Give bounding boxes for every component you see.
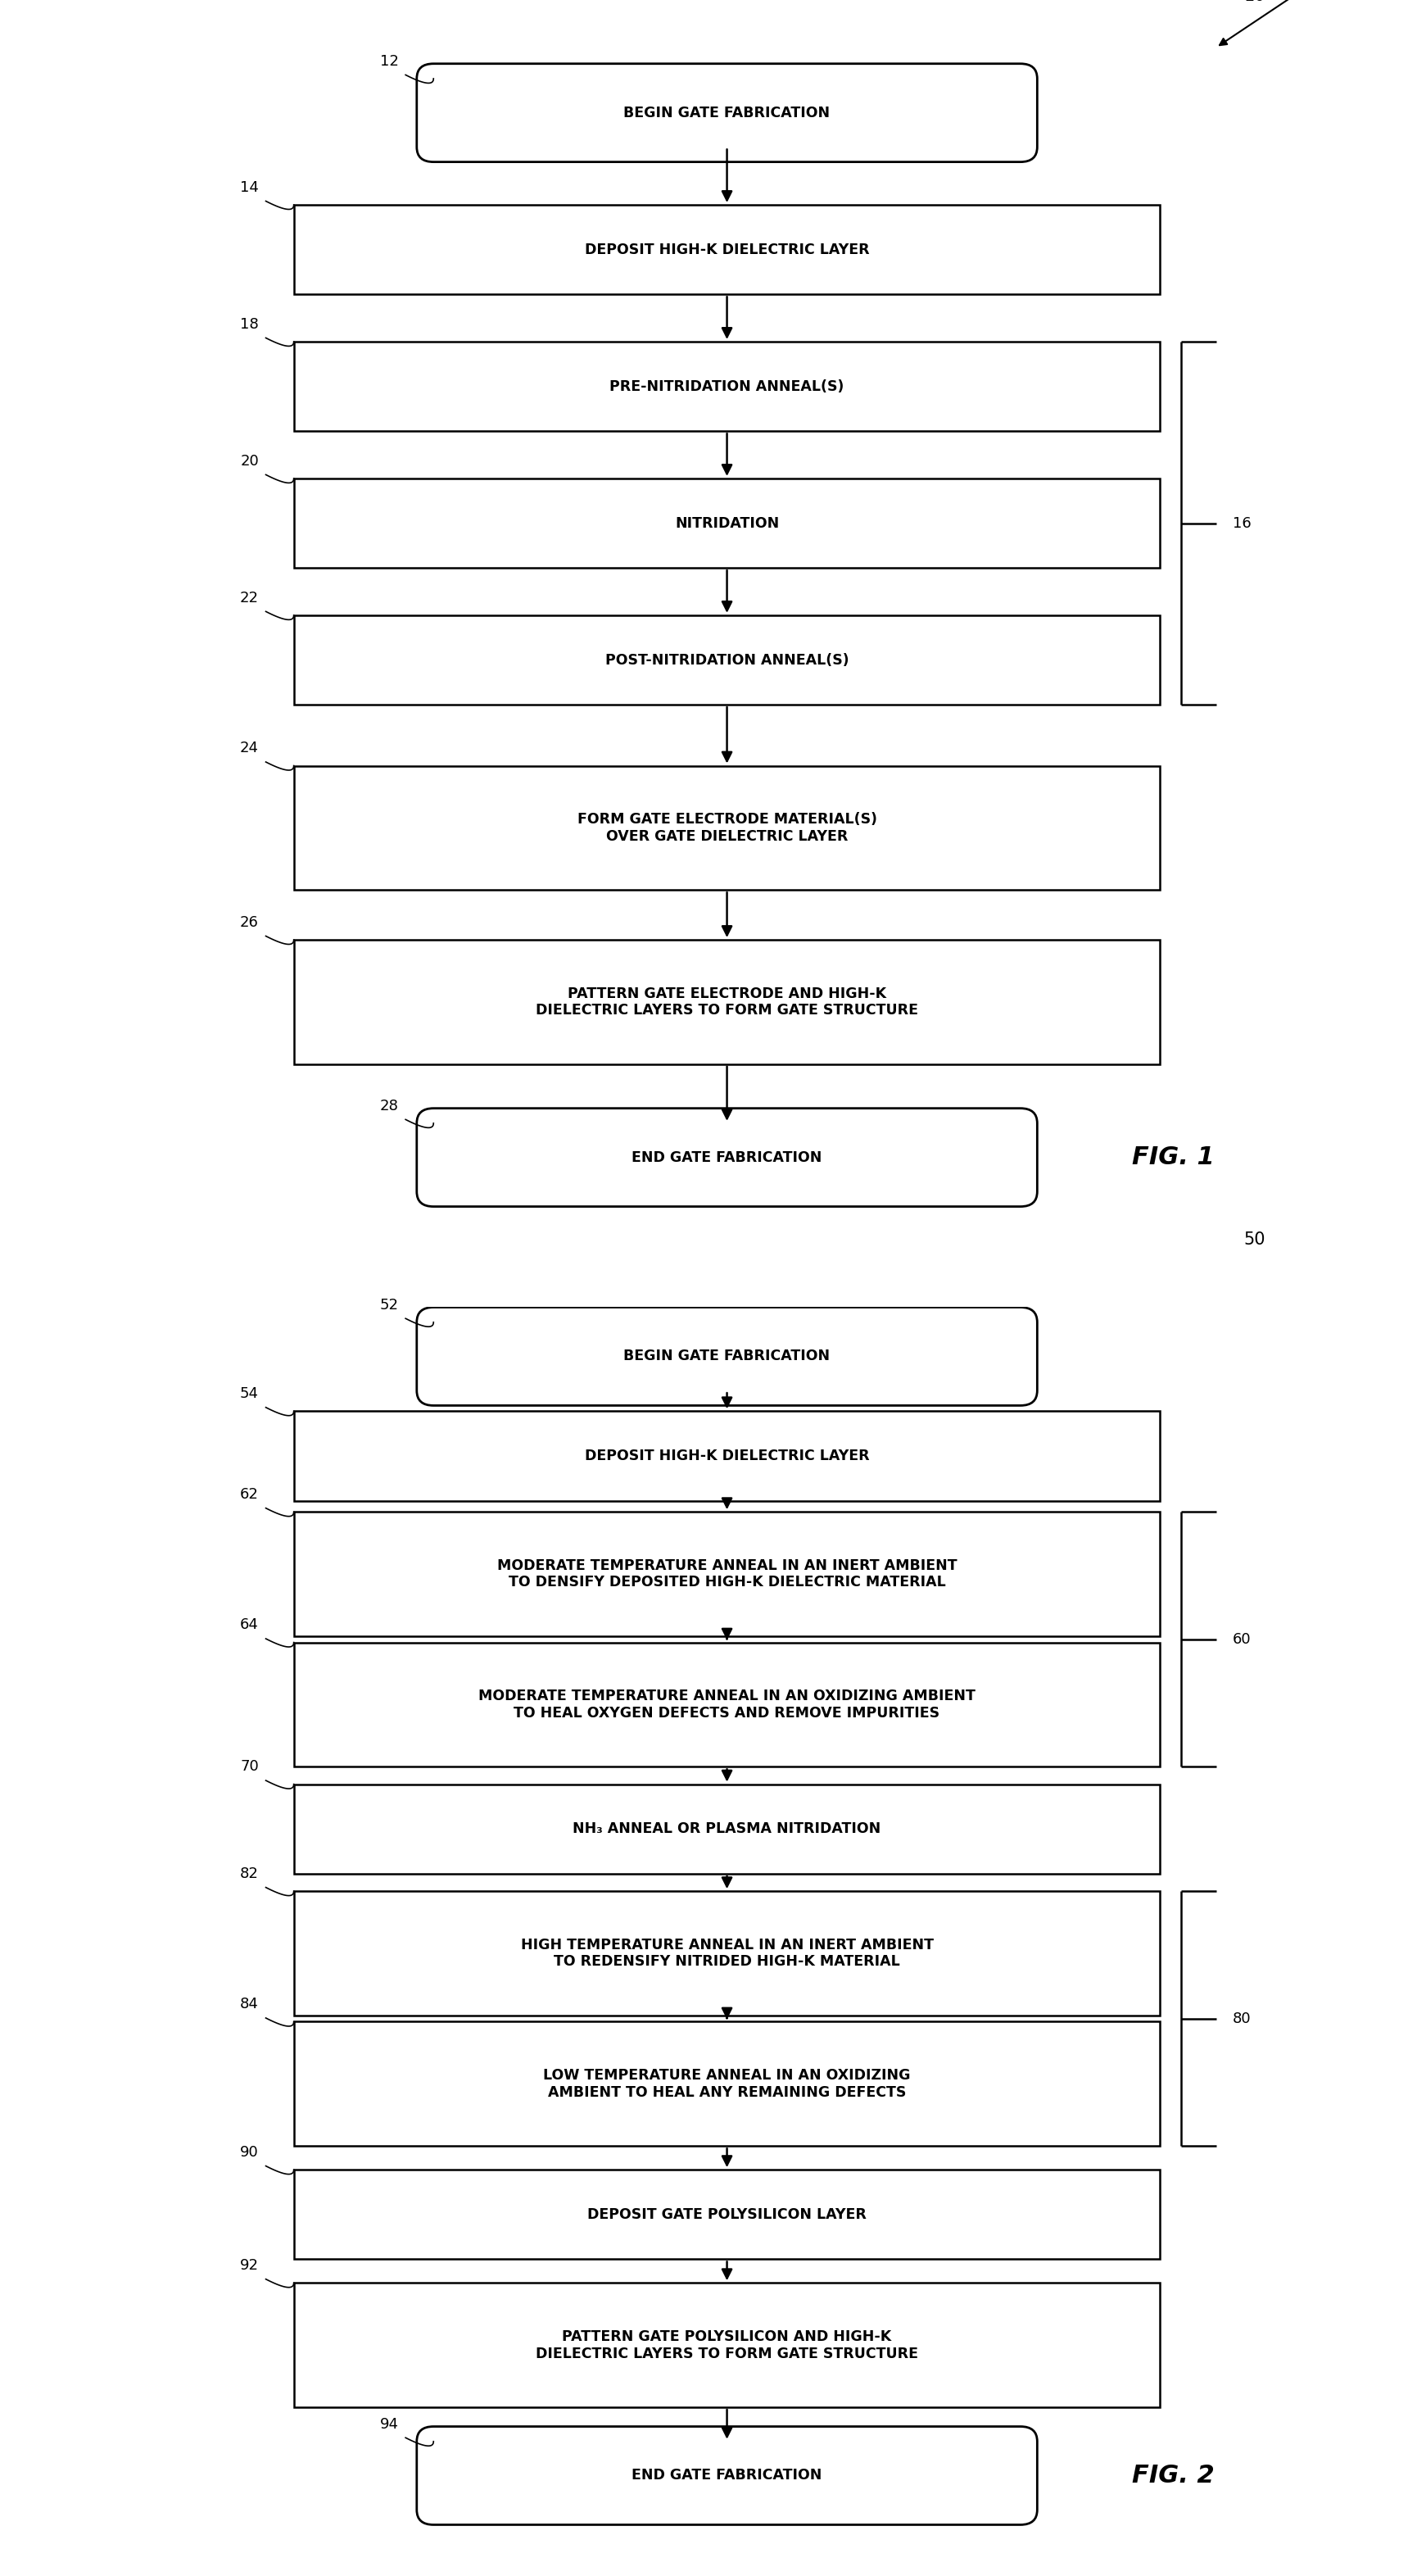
Text: 54: 54 [240,1386,260,1401]
Bar [294,940,1161,1064]
Text: 94: 94 [379,2416,398,2432]
FancyBboxPatch shape [416,1306,1037,1406]
Text: 60: 60 [1233,1633,1252,1646]
Text: 10: 10 [1243,0,1266,5]
Text: BEGIN GATE FABRICATION: BEGIN GATE FABRICATION [623,1350,830,1363]
Text: 26: 26 [240,914,260,930]
Text: DEPOSIT GATE POLYSILICON LAYER: DEPOSIT GATE POLYSILICON LAYER [588,2208,867,2223]
Text: 28: 28 [379,1097,398,1113]
Bar [294,2282,1161,2406]
Text: 70: 70 [240,1759,260,1775]
Text: 62: 62 [240,1486,260,1502]
Bar [294,343,1161,430]
Text: 64: 64 [240,1618,260,1633]
Text: POST-NITRIDATION ANNEAL(S): POST-NITRIDATION ANNEAL(S) [605,652,848,667]
FancyBboxPatch shape [416,1108,1037,1206]
Text: 14: 14 [240,180,260,196]
Text: PRE-NITRIDATION ANNEAL(S): PRE-NITRIDATION ANNEAL(S) [610,379,844,394]
Text: NH₃ ANNEAL OR PLASMA NITRIDATION: NH₃ ANNEAL OR PLASMA NITRIDATION [573,1821,881,1837]
FancyBboxPatch shape [416,2427,1037,2524]
Text: 50: 50 [1243,1231,1266,1247]
Text: FIG. 2: FIG. 2 [1132,2463,1215,2488]
Text: NITRIDATION: NITRIDATION [674,515,779,531]
Text: 18: 18 [240,317,260,332]
Text: 82: 82 [240,1868,260,1880]
Bar [294,1412,1161,1502]
Bar [294,1785,1161,1873]
Text: LOW TEMPERATURE ANNEAL IN AN OXIDIZING
AMBIENT TO HEAL ANY REMAINING DEFECTS: LOW TEMPERATURE ANNEAL IN AN OXIDIZING A… [543,2069,911,2099]
Text: END GATE FABRICATION: END GATE FABRICATION [632,2468,823,2483]
Text: 92: 92 [240,2259,260,2272]
Text: 22: 22 [240,590,260,605]
Text: 24: 24 [240,742,260,755]
FancyBboxPatch shape [416,64,1037,162]
Text: DEPOSIT HIGH-K DIELECTRIC LAYER: DEPOSIT HIGH-K DIELECTRIC LAYER [585,1448,870,1463]
Text: 52: 52 [379,1298,398,1311]
Text: FIG. 1: FIG. 1 [1132,1146,1215,1170]
Bar [294,1512,1161,1636]
Text: PATTERN GATE POLYSILICON AND HIGH-K
DIELECTRIC LAYERS TO FORM GATE STRUCTURE: PATTERN GATE POLYSILICON AND HIGH-K DIEL… [536,2329,918,2362]
Text: 16: 16 [1233,515,1252,531]
Text: 80: 80 [1233,2012,1252,2025]
Text: PATTERN GATE ELECTRODE AND HIGH-K
DIELECTRIC LAYERS TO FORM GATE STRUCTURE: PATTERN GATE ELECTRODE AND HIGH-K DIELEC… [536,987,918,1018]
Bar [294,616,1161,706]
Bar [294,2169,1161,2259]
Bar [294,479,1161,567]
Text: MODERATE TEMPERATURE ANNEAL IN AN INERT AMBIENT
TO DENSIFY DEPOSITED HIGH-K DIEL: MODERATE TEMPERATURE ANNEAL IN AN INERT … [498,1558,957,1589]
Text: FORM GATE ELECTRODE MATERIAL(S)
OVER GATE DIELECTRIC LAYER: FORM GATE ELECTRODE MATERIAL(S) OVER GAT… [578,811,877,845]
Bar [294,1643,1161,1767]
Text: DEPOSIT HIGH-K DIELECTRIC LAYER: DEPOSIT HIGH-K DIELECTRIC LAYER [585,242,870,258]
Text: HIGH TEMPERATURE ANNEAL IN AN INERT AMBIENT
TO REDENSIFY NITRIDED HIGH-K MATERIA: HIGH TEMPERATURE ANNEAL IN AN INERT AMBI… [520,1937,934,1968]
Bar [294,206,1161,294]
Text: 20: 20 [240,453,260,469]
Text: 12: 12 [379,54,398,70]
Text: 90: 90 [240,2146,260,2159]
Text: 84: 84 [240,1996,260,2012]
Bar [294,765,1161,891]
Text: END GATE FABRICATION: END GATE FABRICATION [632,1149,823,1164]
Bar [294,1891,1161,2014]
Text: BEGIN GATE FABRICATION: BEGIN GATE FABRICATION [623,106,830,121]
Text: MODERATE TEMPERATURE ANNEAL IN AN OXIDIZING AMBIENT
TO HEAL OXYGEN DEFECTS AND R: MODERATE TEMPERATURE ANNEAL IN AN OXIDIZ… [479,1690,975,1721]
Bar [294,2022,1161,2146]
